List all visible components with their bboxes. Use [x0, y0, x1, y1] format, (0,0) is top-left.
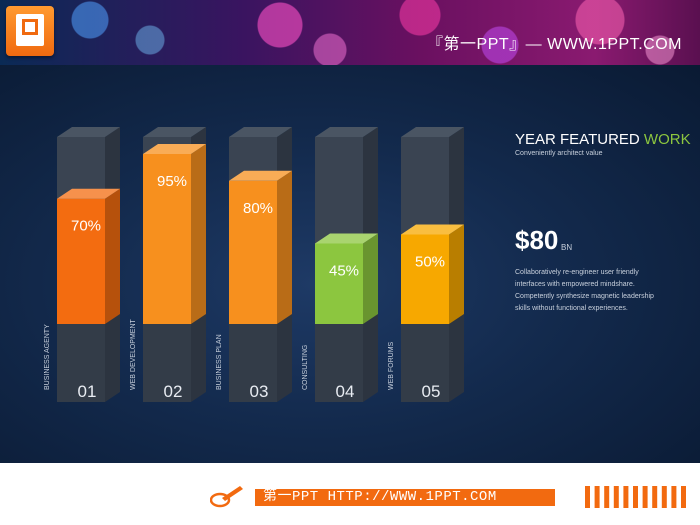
bar-top [57, 188, 120, 199]
bar-side [363, 233, 378, 324]
powerpoint-logo-icon [6, 6, 54, 56]
bar-track-top [143, 127, 206, 137]
description-line: Competently synthesize magnetic leadersh… [515, 293, 654, 300]
bar-plinth [401, 324, 449, 402]
bar-number: 03 [250, 382, 269, 401]
bar-side [191, 143, 206, 324]
footer-bar [255, 489, 555, 506]
data-label: 70% [71, 218, 101, 235]
header-banner: 『第一PPT』— WWW.1PPT.COM [0, 0, 700, 65]
featured-title-accent: WORK [643, 131, 691, 148]
bar-plinth [229, 324, 277, 402]
category-label: WEB FORUMS [388, 341, 395, 390]
price-unit: BN [561, 243, 573, 252]
bar [401, 234, 449, 324]
footer-stripe [585, 486, 590, 508]
bar-plinth [57, 324, 105, 402]
description: Collaboratively re-engineer user friendl… [515, 267, 675, 315]
bar [57, 198, 105, 324]
data-label: 45% [329, 262, 359, 279]
bar-top [401, 224, 464, 235]
bar-top [229, 170, 292, 181]
bar [315, 243, 363, 324]
bar-top [143, 143, 206, 154]
footer-stripe [671, 486, 677, 508]
footer-text: 第一PPT HTTP://WWW.1PPT.COM [263, 489, 497, 505]
category-label: BUSINESS PLAN [216, 334, 223, 390]
footer-stripes [585, 486, 686, 508]
data-label: 95% [157, 173, 187, 190]
header-title: 『第一PPT』— WWW.1PPT.COM [427, 36, 682, 53]
bar-number: 01 [78, 382, 97, 401]
featured-title: YEAR FEATURED WORK [515, 131, 691, 148]
bar-number: 04 [336, 382, 355, 401]
bar-track-top [229, 127, 292, 137]
bar-track-top [315, 127, 378, 137]
data-label: 50% [415, 254, 445, 271]
bar-number: 05 [422, 382, 441, 401]
footer-stripe [633, 486, 638, 508]
footer-stripe [652, 486, 658, 508]
category-label: CONSULTING [302, 345, 309, 390]
bar [229, 180, 277, 324]
description-line: interfaces with empowered mindshare. [515, 281, 635, 288]
footer-stripe [661, 486, 667, 508]
featured-title-main: YEAR FEATURED [515, 131, 644, 148]
description-line: skills without functional experiences. [515, 305, 628, 312]
footer-stripe [604, 486, 610, 508]
category-label: WEB DEVELOPMENT [130, 318, 137, 390]
footer-stripe [613, 486, 619, 508]
description-line: Collaboratively re-engineer user friendl… [515, 269, 639, 276]
bar-side [449, 224, 464, 324]
bar-plinth [143, 324, 191, 402]
category-label: BUSINESS AGENTY [44, 324, 51, 390]
featured-subtitle: Conveniently architect value [515, 150, 603, 157]
bar-number: 02 [164, 382, 183, 401]
bar-plinth [315, 324, 363, 402]
footer-stripe [623, 486, 629, 508]
bar-side [105, 188, 120, 324]
pencil-icon [210, 486, 243, 508]
price-value: $80 [515, 225, 559, 255]
bar-track-top [57, 127, 120, 137]
footer-stripe [594, 486, 600, 508]
data-label: 80% [243, 200, 273, 217]
bar-track-top [401, 127, 464, 137]
bar-side [277, 170, 292, 324]
bar-top [315, 233, 378, 244]
bar [143, 153, 191, 324]
footer-stripe [681, 486, 686, 508]
footer-stripe [642, 486, 648, 508]
